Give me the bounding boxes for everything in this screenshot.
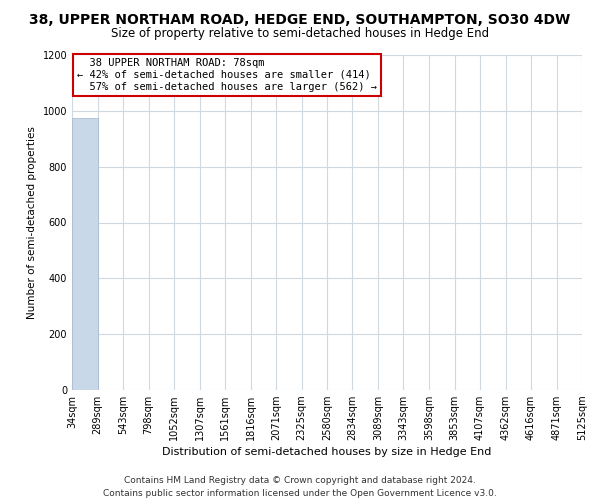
Bar <box>72 118 98 390</box>
Text: 38 UPPER NORTHAM ROAD: 78sqm  
← 42% of semi-detached houses are smaller (414)
 : 38 UPPER NORTHAM ROAD: 78sqm ← 42% of se… <box>77 58 377 92</box>
Text: Size of property relative to semi-detached houses in Hedge End: Size of property relative to semi-detach… <box>111 28 489 40</box>
Text: Contains HM Land Registry data © Crown copyright and database right 2024.
Contai: Contains HM Land Registry data © Crown c… <box>103 476 497 498</box>
X-axis label: Distribution of semi-detached houses by size in Hedge End: Distribution of semi-detached houses by … <box>163 448 491 458</box>
Y-axis label: Number of semi-detached properties: Number of semi-detached properties <box>27 126 37 319</box>
Text: 38, UPPER NORTHAM ROAD, HEDGE END, SOUTHAMPTON, SO30 4DW: 38, UPPER NORTHAM ROAD, HEDGE END, SOUTH… <box>29 12 571 26</box>
